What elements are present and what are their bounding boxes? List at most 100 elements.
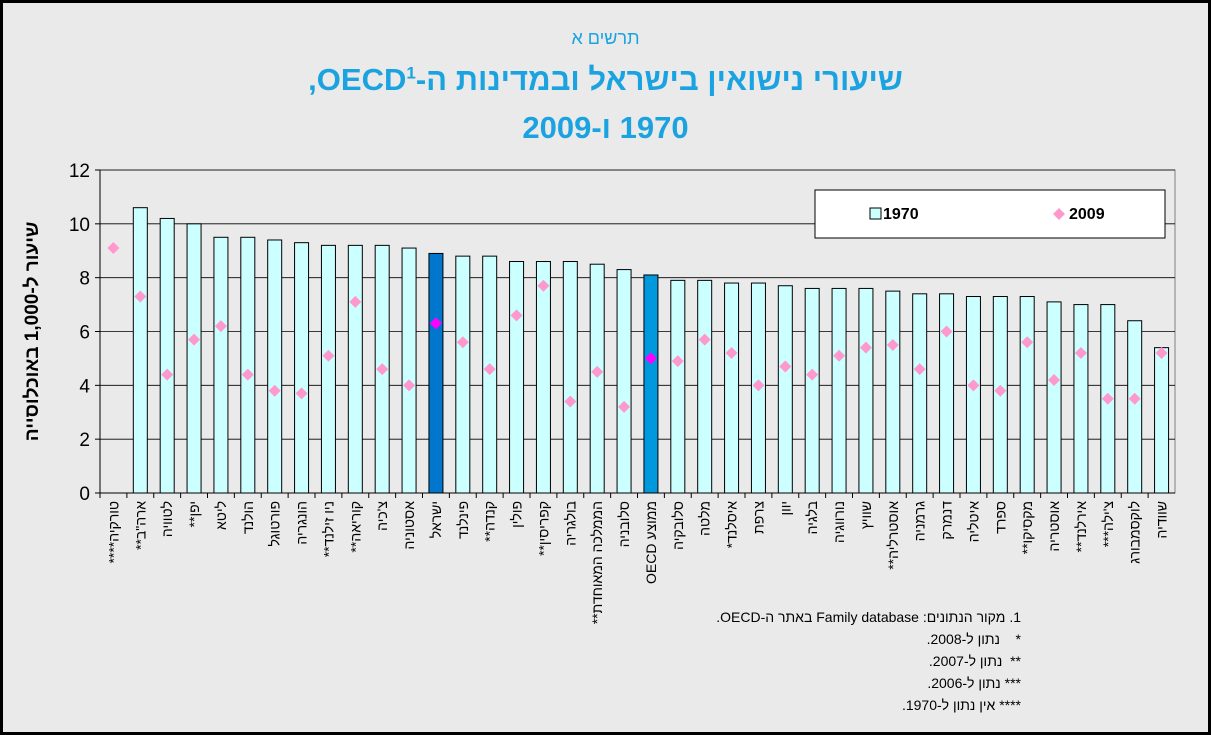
marker [940, 325, 953, 338]
bar [965, 296, 981, 494]
bar [509, 261, 525, 494]
bar [1154, 347, 1170, 494]
x-tick-label: סלובקיה [670, 501, 686, 550]
x-tick-label: קנדה** [482, 501, 498, 542]
legend-box [814, 189, 1166, 239]
bar [697, 279, 713, 494]
marker [859, 341, 872, 354]
marker [107, 242, 120, 255]
x-tick-label: ליטא [213, 501, 229, 530]
x-tick-label: ארה"ב** [132, 501, 148, 550]
x-tick-label: ישראל [428, 501, 444, 538]
bar [1073, 304, 1089, 494]
bar [858, 287, 874, 494]
legend-swatch [869, 207, 882, 220]
title-suffix: , [308, 62, 317, 97]
marker [779, 360, 792, 373]
footnote: 1. מקור הנתונים: Family database באתר ה-… [716, 609, 1021, 625]
x-tick-label: אירלנד** [1073, 501, 1089, 553]
bar [643, 274, 659, 494]
bar [294, 242, 310, 494]
bar [804, 287, 820, 494]
marker [913, 363, 926, 376]
x-tick-label: הולנד [240, 501, 256, 534]
x-tick-label: הממלכה המאוחדת** [589, 501, 605, 624]
marker [1128, 392, 1141, 405]
bar [159, 217, 175, 494]
bar [777, 285, 793, 494]
marker [618, 400, 631, 413]
chart-title: שיעורי נישואין בישראל ובמדינות ה-OECD1, [0, 62, 1211, 98]
marker [456, 336, 469, 349]
y-axis-label: שיעור ל-1,000 באוכלוסייה [22, 222, 43, 442]
marker [698, 333, 711, 346]
bar [401, 247, 417, 494]
marker [403, 379, 416, 392]
marker [564, 395, 577, 408]
bar [885, 290, 901, 494]
bar [240, 236, 256, 494]
bar [455, 255, 471, 494]
marker [833, 349, 846, 362]
x-tick-label: גרמניה [912, 501, 928, 541]
y-tick-label: 8 [79, 269, 90, 290]
x-tick-label: לוקסמבורג [1127, 501, 1143, 564]
marker [806, 368, 819, 381]
y-tick-label: 2 [79, 430, 90, 451]
x-tick-label: מלטה [697, 501, 713, 536]
x-tick-label: קוריאה** [347, 501, 363, 553]
bar [670, 279, 686, 494]
x-tick-label: ממוצע OECD [643, 501, 659, 584]
x-tick-label: דנמרק [939, 501, 955, 540]
x-tick-label: אוסטריה [1046, 501, 1062, 552]
marker [214, 320, 227, 333]
x-tick-label: איסלנד* [724, 501, 740, 549]
footnote: * נתון ל-2008. [926, 631, 1021, 647]
bar [213, 236, 229, 494]
marker [429, 317, 442, 330]
x-tick-label: הונגריה [294, 501, 310, 545]
bar [1127, 320, 1143, 494]
marker [967, 379, 980, 392]
marker [161, 368, 174, 381]
marker [510, 309, 523, 322]
x-tick-label: סלובניה [616, 501, 632, 547]
bar [616, 269, 632, 494]
bar [428, 252, 444, 494]
bar [1019, 296, 1035, 494]
marker [644, 352, 657, 365]
x-tick-label: טורקיה**** [105, 501, 121, 564]
x-tick-label: צ'כיה [374, 501, 390, 531]
bar [831, 287, 847, 494]
x-tick-label: אוסטרליה** [885, 501, 901, 570]
x-tick-label: שוודיה [1154, 501, 1170, 538]
bar [535, 261, 551, 494]
x-tick-label: לטוויה [159, 501, 175, 537]
y-tick-label: 12 [69, 161, 90, 182]
marker [268, 384, 281, 397]
bar [1046, 301, 1062, 494]
kicker: תרשים א [571, 28, 640, 48]
x-tick-label: בלגיה [804, 501, 820, 534]
footnotes: 1. מקור הנתונים: Family database באתר ה-… [716, 606, 1021, 716]
x-tick-label: בולגריה [562, 501, 578, 546]
bar [589, 263, 605, 494]
x-tick-label: נורווגיה [831, 501, 847, 543]
marker [376, 363, 389, 376]
marker [134, 290, 147, 303]
marker [1021, 336, 1034, 349]
marker [671, 355, 684, 368]
bar [186, 223, 202, 494]
marker [483, 363, 496, 376]
marker [349, 295, 362, 308]
x-tick-label: פולין [509, 501, 525, 528]
x-tick-label: שוויץ [858, 501, 874, 529]
marker [1155, 347, 1168, 360]
x-tick-label: פינלנד [455, 501, 471, 539]
marker [725, 347, 738, 360]
footnote: ** נתון ל-2007. [928, 653, 1021, 669]
x-tick-label: יוון [777, 501, 793, 516]
